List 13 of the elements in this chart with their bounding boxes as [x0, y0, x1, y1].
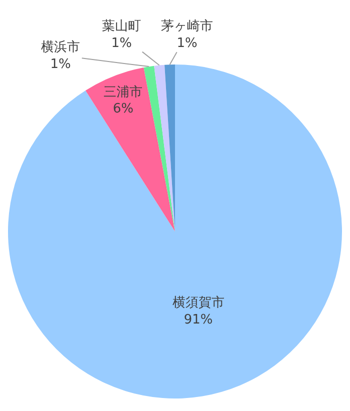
pie-slice	[154, 64, 175, 232]
slice-label: 葉山町	[102, 19, 141, 34]
slice-label: 横須賀市	[172, 296, 224, 311]
slice-label: 横浜市	[41, 40, 80, 55]
data-label: 6%	[112, 102, 134, 117]
pie-slice	[144, 66, 175, 232]
slice-label: 茅ヶ崎市	[161, 19, 213, 34]
pie-slice	[86, 67, 175, 232]
data-label: 1%	[176, 36, 198, 51]
slice-label: 三浦市	[104, 84, 143, 100]
data-label: 91%	[184, 312, 213, 328]
data-label: 1%	[50, 56, 71, 72]
data-label: 1%	[111, 36, 132, 51]
